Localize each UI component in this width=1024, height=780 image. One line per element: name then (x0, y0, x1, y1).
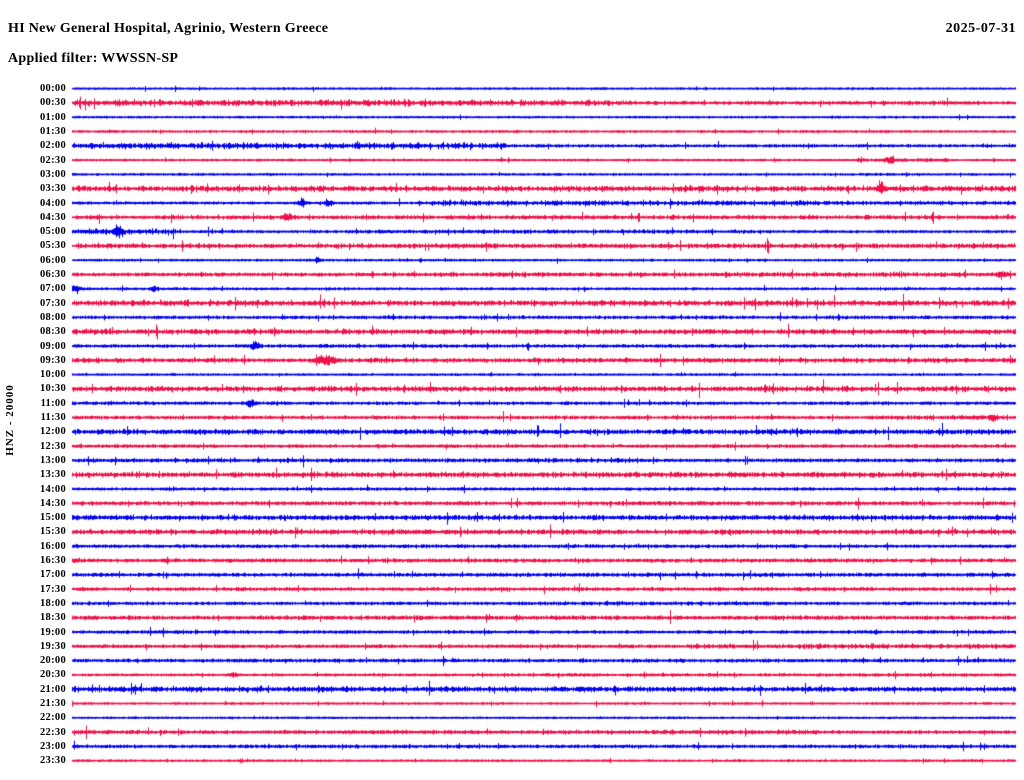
time-label: 01:30 (40, 126, 66, 137)
time-label: 06:00 (40, 254, 66, 266)
time-label: 10:00 (40, 369, 66, 381)
time-label: 12:00 (40, 426, 66, 438)
time-label: 01:00 (40, 111, 66, 123)
time-label: 23:00 (40, 740, 66, 752)
time-label: 03:00 (40, 168, 66, 180)
time-label: 17:00 (40, 569, 66, 581)
time-label: 23:30 (40, 755, 66, 767)
time-label: 11:30 (40, 412, 66, 423)
time-label: 08:30 (40, 326, 66, 338)
time-label: 03:30 (40, 183, 66, 195)
time-label: 05:00 (40, 226, 66, 238)
time-label: 19:30 (40, 640, 66, 652)
time-label: 07:30 (40, 297, 66, 309)
time-label: 21:00 (40, 683, 66, 695)
time-label: 02:30 (40, 154, 66, 166)
time-label: 12:30 (40, 440, 66, 452)
time-label: 16:00 (40, 540, 66, 552)
time-label: 09:00 (40, 340, 66, 352)
time-label: 06:30 (40, 269, 66, 280)
time-label: 21:30 (40, 698, 66, 709)
time-label: 18:30 (40, 612, 66, 624)
time-label: 05:30 (40, 240, 66, 252)
time-label: 15:00 (40, 512, 66, 524)
time-label: 13:00 (40, 454, 66, 466)
time-label: 04:30 (40, 211, 66, 223)
time-label: 17:30 (40, 583, 66, 595)
time-label: 22:30 (40, 726, 66, 738)
time-label: 14:30 (40, 497, 66, 509)
time-label: 15:30 (40, 526, 66, 538)
time-label: 07:00 (40, 283, 66, 295)
time-label: 10:30 (40, 383, 66, 395)
time-label: 18:00 (40, 597, 66, 609)
time-label: 19:00 (40, 626, 66, 638)
time-label: 13:30 (40, 469, 66, 481)
time-label: 20:00 (40, 655, 66, 667)
time-label: 22:00 (40, 712, 66, 724)
time-label: 11:00 (40, 397, 66, 409)
time-label: 09:30 (40, 354, 66, 366)
time-label: 14:00 (40, 483, 66, 495)
time-label: 00:00 (40, 83, 66, 95)
time-label: 02:00 (40, 140, 66, 152)
time-label: 04:00 (40, 197, 66, 209)
time-label: 16:30 (40, 555, 66, 566)
time-label: 08:00 (40, 311, 66, 323)
time-label: 00:30 (40, 97, 66, 109)
time-label: 20:30 (40, 669, 66, 681)
